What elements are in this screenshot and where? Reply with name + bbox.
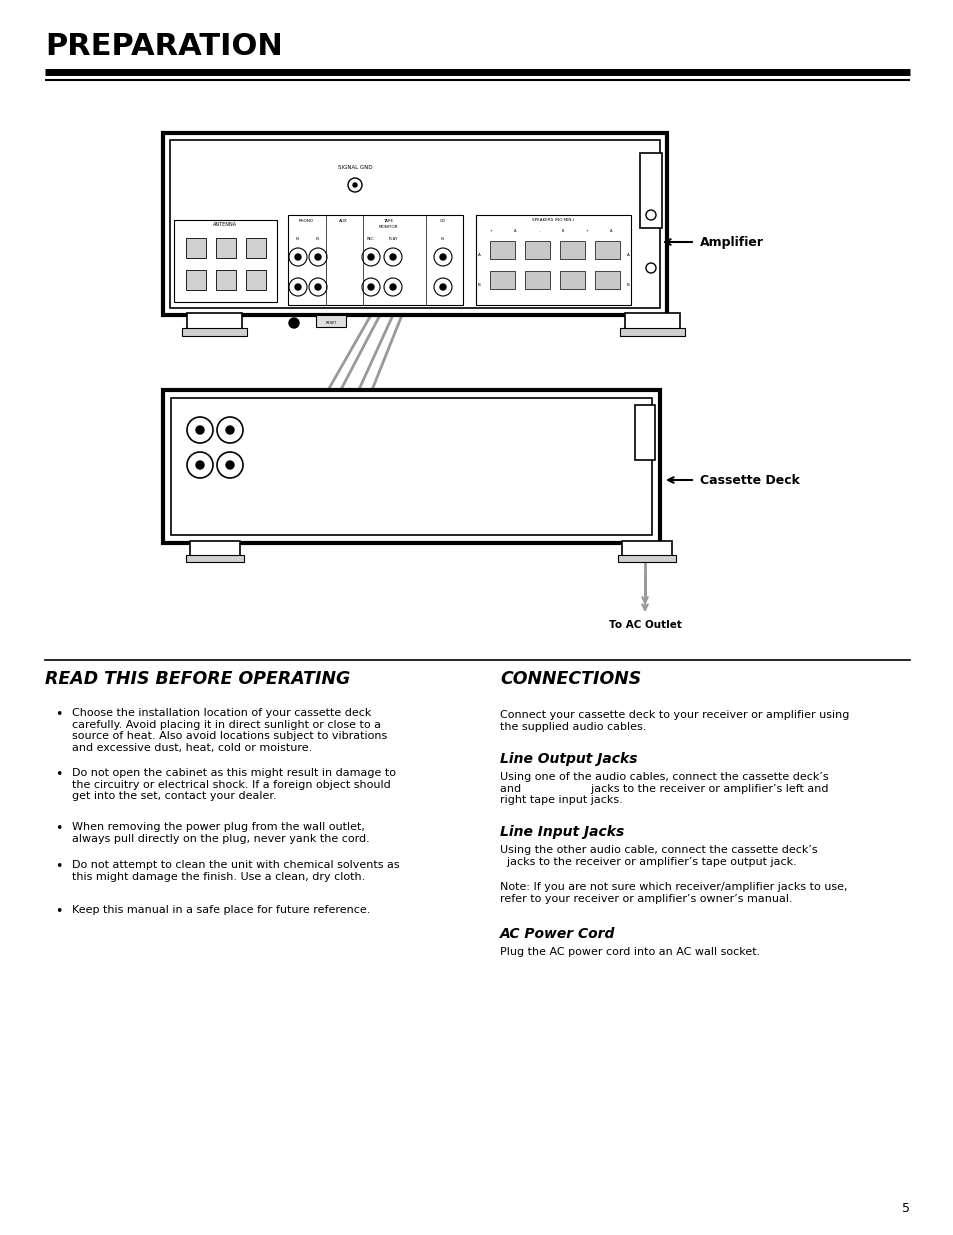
Bar <box>624 312 679 330</box>
Text: Do not attempt to clean the unit with chemical solvents as
this might damage the: Do not attempt to clean the unit with ch… <box>71 860 399 882</box>
Bar <box>595 241 619 259</box>
Text: REC: REC <box>367 237 375 241</box>
Text: When removing the power plug from the wall outlet,
always pull directly on the p: When removing the power plug from the wa… <box>71 823 370 844</box>
Bar <box>215 238 235 258</box>
Text: READ THIS BEFORE OPERATING: READ THIS BEFORE OPERATING <box>45 671 350 688</box>
Bar <box>288 215 462 305</box>
Bar <box>246 270 266 290</box>
Text: Connect your cassette deck to your receiver or amplifier using
the supplied audi: Connect your cassette deck to your recei… <box>499 710 848 731</box>
Text: SIGNAL GND: SIGNAL GND <box>337 165 372 170</box>
Text: PREPARATION: PREPARATION <box>45 32 282 61</box>
Bar <box>171 398 651 535</box>
Bar <box>186 270 206 290</box>
Text: AUX: AUX <box>338 219 347 224</box>
Text: ANTENNA: ANTENNA <box>213 222 237 227</box>
Bar <box>619 329 684 336</box>
Bar <box>476 215 630 305</box>
Bar <box>315 315 346 327</box>
Circle shape <box>353 183 356 186</box>
Circle shape <box>294 284 301 290</box>
Text: Using one of the audio cables, connect the cassette deck’s
and                  : Using one of the audio cables, connect t… <box>499 772 828 805</box>
Bar <box>186 238 206 258</box>
Text: SPEAKERS (NO MIN.): SPEAKERS (NO MIN.) <box>532 219 574 222</box>
Text: CONNECTIONS: CONNECTIONS <box>499 671 640 688</box>
Text: AC Power Cord: AC Power Cord <box>499 927 615 941</box>
Circle shape <box>195 426 204 433</box>
Text: CD: CD <box>439 219 446 224</box>
Bar <box>595 270 619 289</box>
Text: Line Input Jacks: Line Input Jacks <box>499 825 623 839</box>
Circle shape <box>226 461 233 469</box>
Bar <box>524 241 550 259</box>
Text: Cassette Deck: Cassette Deck <box>700 473 799 487</box>
Text: B: B <box>626 283 629 287</box>
Bar <box>559 241 584 259</box>
Bar <box>190 541 240 556</box>
Circle shape <box>390 284 395 290</box>
Bar <box>639 153 661 228</box>
Text: IN: IN <box>315 237 319 241</box>
Text: To AC Outlet: To AC Outlet <box>608 620 680 630</box>
Text: MONITOR: MONITOR <box>377 225 397 228</box>
Bar <box>246 238 266 258</box>
Text: PLAY: PLAY <box>388 237 397 241</box>
Text: Plug the AC power cord into an AC wall socket.: Plug the AC power cord into an AC wall s… <box>499 947 760 957</box>
Text: IN: IN <box>440 237 444 241</box>
Bar <box>490 270 515 289</box>
Circle shape <box>195 461 204 469</box>
Text: RESET: RESET <box>325 321 336 325</box>
Bar <box>635 405 655 459</box>
Text: A: A <box>626 253 629 257</box>
Circle shape <box>314 254 320 261</box>
Text: B: B <box>561 228 563 233</box>
Bar <box>186 555 244 562</box>
Bar <box>618 555 676 562</box>
Circle shape <box>390 254 395 261</box>
Text: A: A <box>477 253 480 257</box>
Bar <box>173 220 276 303</box>
Text: +: + <box>585 228 588 233</box>
Bar <box>559 270 584 289</box>
Text: Using the other audio cable, connect the cassette deck’s
  jacks to the receiver: Using the other audio cable, connect the… <box>499 845 817 867</box>
Text: A: A <box>609 228 612 233</box>
Text: Choose the installation location of your cassette deck
carefully. Avoid placing : Choose the installation location of your… <box>71 708 387 753</box>
Text: PHONO: PHONO <box>298 219 314 224</box>
Text: -: - <box>537 228 539 233</box>
Text: IN: IN <box>295 237 299 241</box>
Text: A: A <box>514 228 516 233</box>
Text: Keep this manual in a safe place for future reference.: Keep this manual in a safe place for fut… <box>71 905 370 915</box>
Text: TAPE: TAPE <box>382 219 393 224</box>
Bar <box>524 270 550 289</box>
Bar <box>163 133 666 315</box>
Text: +: + <box>489 228 492 233</box>
Text: 5: 5 <box>901 1202 909 1215</box>
Bar <box>215 270 235 290</box>
Text: Do not open the cabinet as this might result in damage to
the circuitry or elect: Do not open the cabinet as this might re… <box>71 768 395 802</box>
Text: Line Output Jacks: Line Output Jacks <box>499 752 637 766</box>
Text: •: • <box>55 860 62 873</box>
Text: •: • <box>55 823 62 835</box>
Text: B: B <box>477 283 480 287</box>
Text: Amplifier: Amplifier <box>700 236 763 248</box>
Circle shape <box>439 284 446 290</box>
Bar <box>187 312 242 330</box>
Circle shape <box>294 254 301 261</box>
Text: Note: If you are not sure which receiver/amplifier jacks to use,
refer to your r: Note: If you are not sure which receiver… <box>499 882 846 904</box>
Circle shape <box>226 426 233 433</box>
Text: •: • <box>55 768 62 781</box>
Bar <box>182 329 247 336</box>
Bar <box>490 241 515 259</box>
Circle shape <box>439 254 446 261</box>
Circle shape <box>314 284 320 290</box>
Circle shape <box>289 317 298 329</box>
Circle shape <box>368 284 374 290</box>
Bar <box>170 140 659 308</box>
Bar <box>621 541 671 556</box>
Circle shape <box>368 254 374 261</box>
Text: •: • <box>55 905 62 918</box>
Bar <box>163 390 659 543</box>
Text: •: • <box>55 708 62 721</box>
